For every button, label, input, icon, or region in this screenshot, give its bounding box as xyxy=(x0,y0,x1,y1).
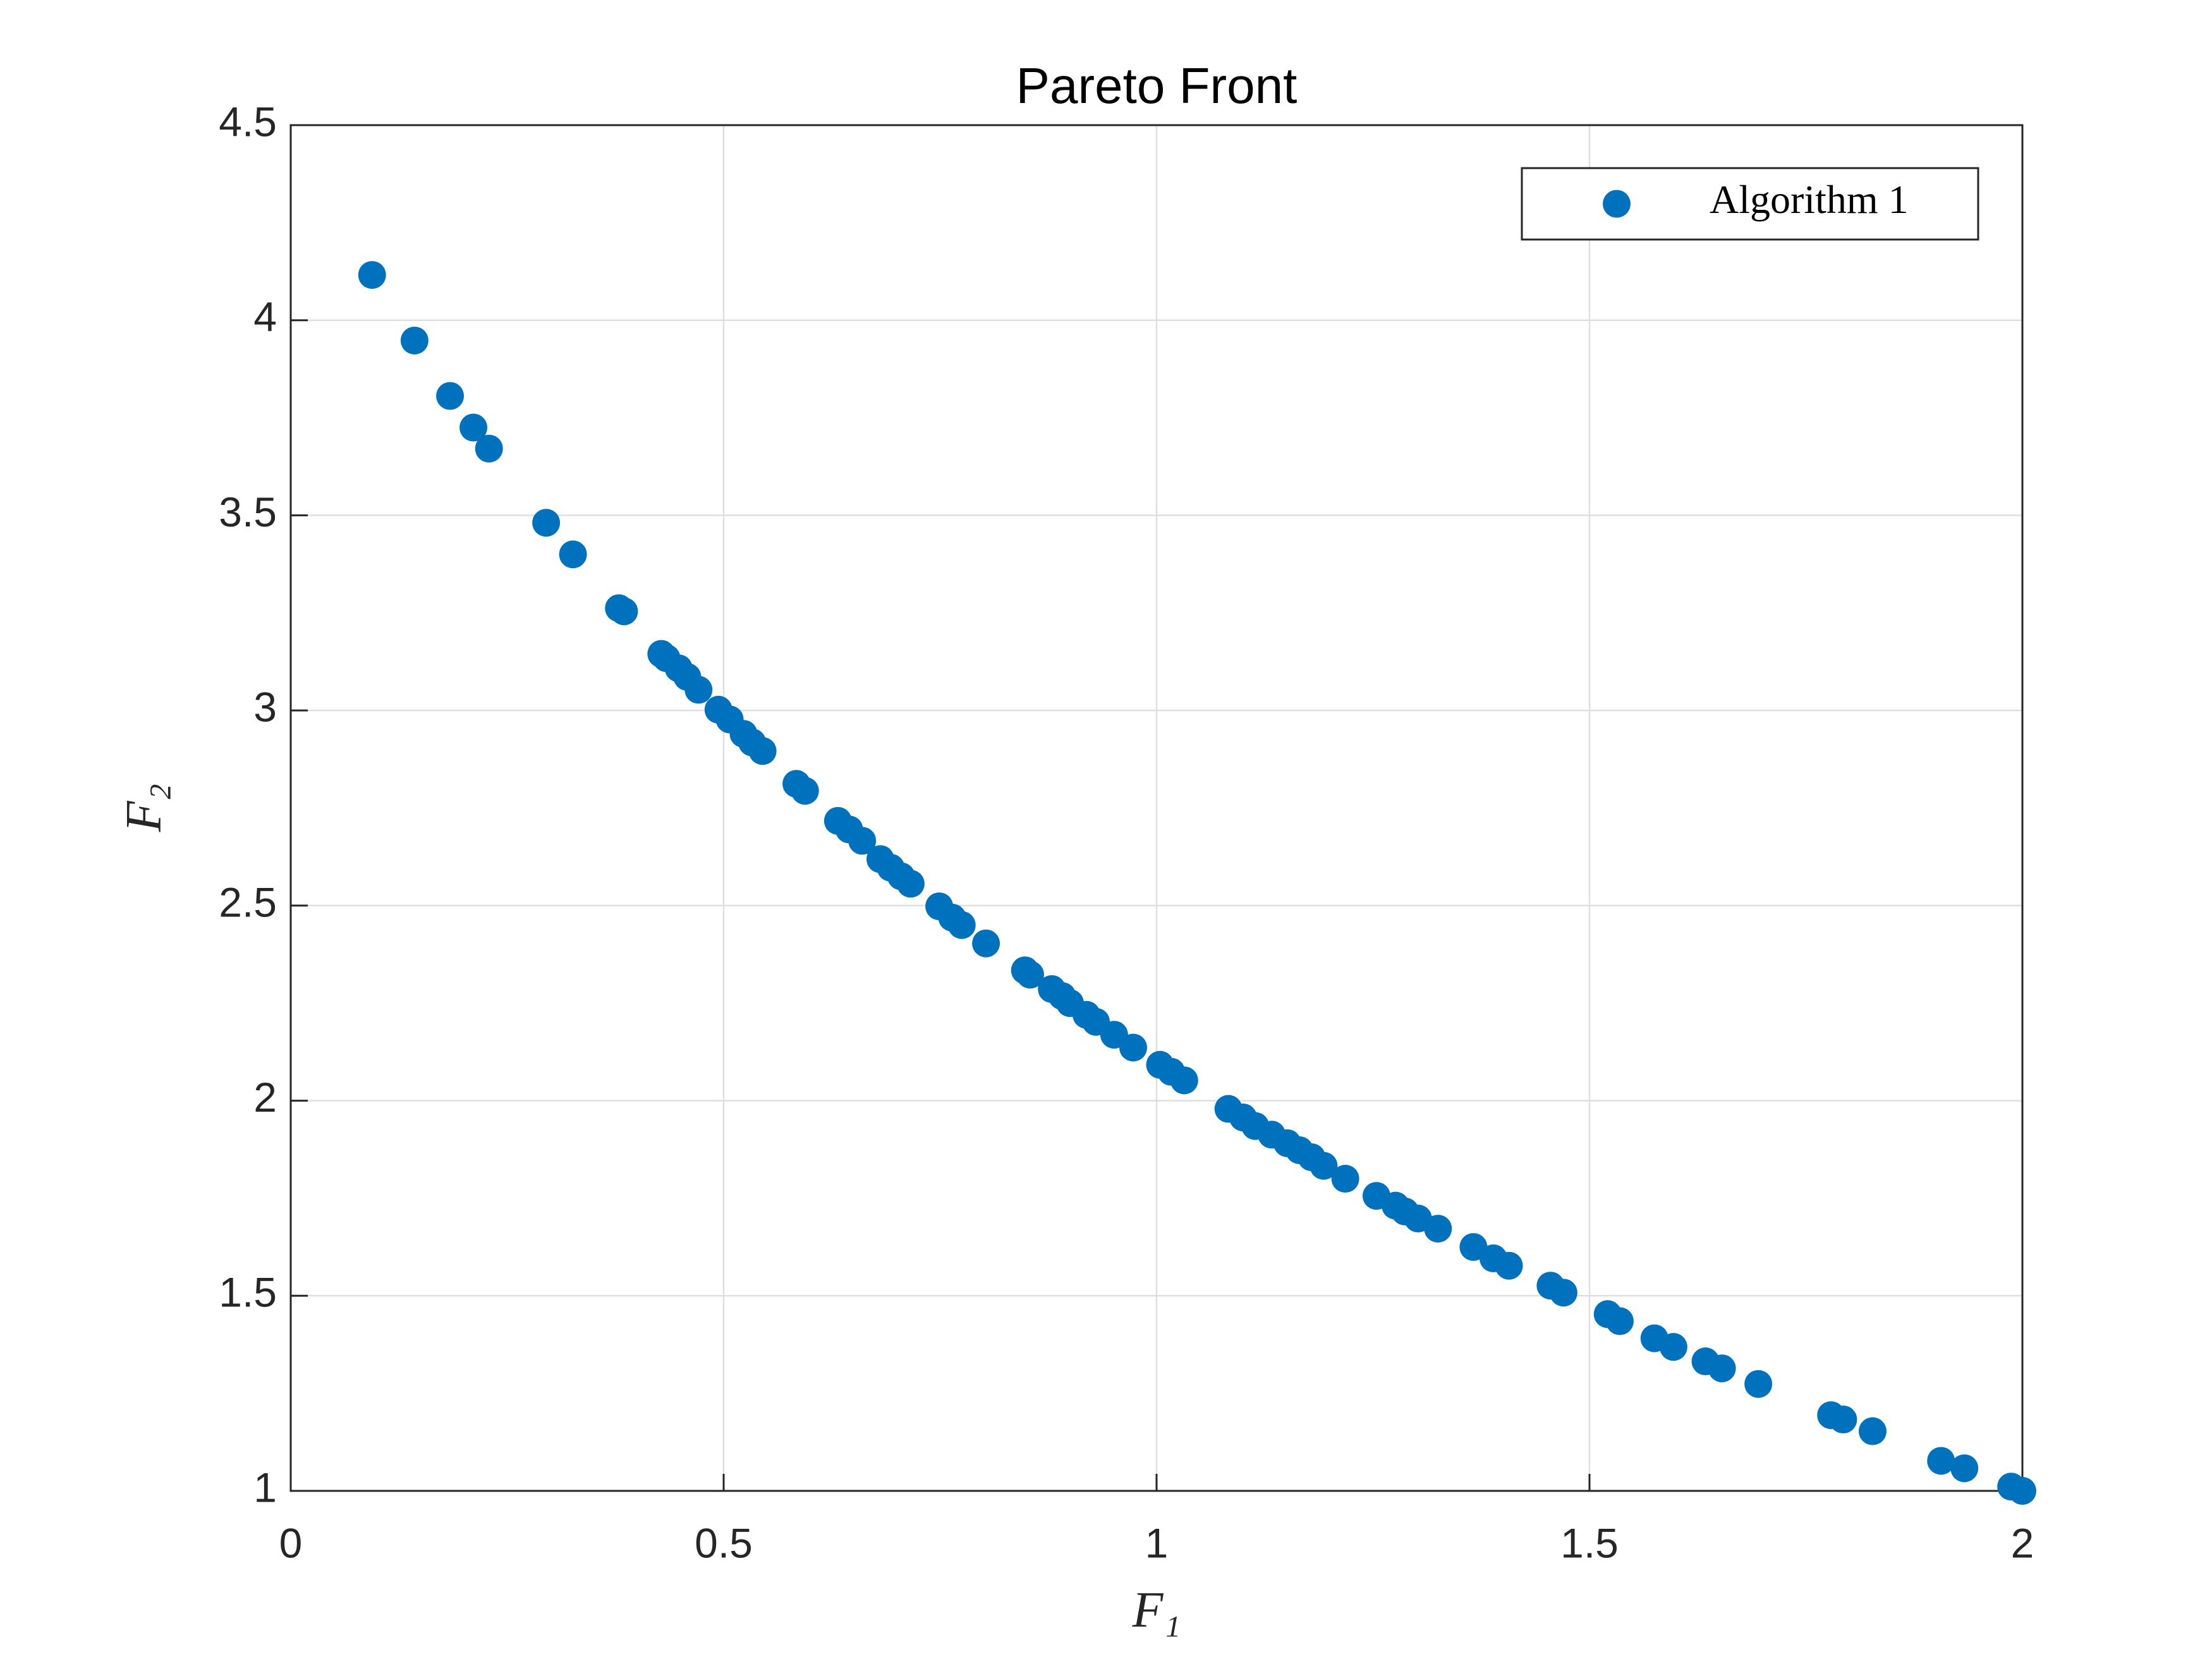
point xyxy=(947,911,976,939)
y-axis-label: F₂ xyxy=(116,784,171,833)
y-tick-label: 4 xyxy=(253,293,277,340)
legend-label: Algorithm 1 xyxy=(1710,177,1909,222)
point xyxy=(475,434,503,463)
point xyxy=(1744,1370,1773,1398)
y-tick-label: 3 xyxy=(253,684,277,731)
point xyxy=(1549,1279,1577,1307)
point xyxy=(1927,1447,1955,1475)
point xyxy=(1858,1417,1887,1445)
point xyxy=(791,777,819,805)
point xyxy=(459,413,488,442)
y-tick-label: 1 xyxy=(253,1464,277,1510)
axes-box xyxy=(289,124,2024,1492)
y-tick-label: 4.5 xyxy=(219,98,277,145)
point xyxy=(1829,1406,1857,1434)
x-tick-label: 1.5 xyxy=(1560,1519,1619,1566)
x-tick-label: 1 xyxy=(1145,1519,1169,1566)
legend-box xyxy=(1521,167,1979,241)
point xyxy=(436,382,465,410)
point xyxy=(400,326,428,355)
y-tick-label: 3.5 xyxy=(219,489,277,535)
point xyxy=(972,929,1000,957)
point xyxy=(1950,1454,1979,1483)
point xyxy=(896,870,925,898)
legend-marker xyxy=(1603,190,1631,218)
point xyxy=(610,597,638,626)
point xyxy=(1605,1307,1634,1335)
y-tick-label: 2 xyxy=(253,1074,277,1121)
point xyxy=(748,737,777,765)
point xyxy=(559,540,587,569)
x-tick-label: 0.5 xyxy=(695,1519,753,1566)
point xyxy=(1331,1165,1359,1193)
point xyxy=(684,676,713,704)
x-axis-label: F₁ xyxy=(1132,1582,1181,1638)
point xyxy=(532,509,561,537)
point xyxy=(1708,1354,1736,1383)
point xyxy=(1495,1251,1523,1280)
x-tick-label: 2 xyxy=(2011,1519,2034,1566)
point xyxy=(1310,1152,1338,1180)
y-tick-label: 2.5 xyxy=(219,878,277,925)
point xyxy=(1424,1215,1452,1243)
chart-title: Pareto Front xyxy=(1016,58,1297,114)
point xyxy=(1659,1333,1687,1361)
point xyxy=(848,827,877,855)
point xyxy=(358,261,386,289)
y-tick-label: 1.5 xyxy=(219,1269,277,1316)
legend: Algorithm 1 xyxy=(1521,167,1979,241)
x-tick-label: 0 xyxy=(279,1519,303,1566)
point xyxy=(1016,961,1044,989)
point xyxy=(1170,1066,1198,1095)
point xyxy=(2008,1477,2036,1505)
point xyxy=(1119,1033,1148,1062)
